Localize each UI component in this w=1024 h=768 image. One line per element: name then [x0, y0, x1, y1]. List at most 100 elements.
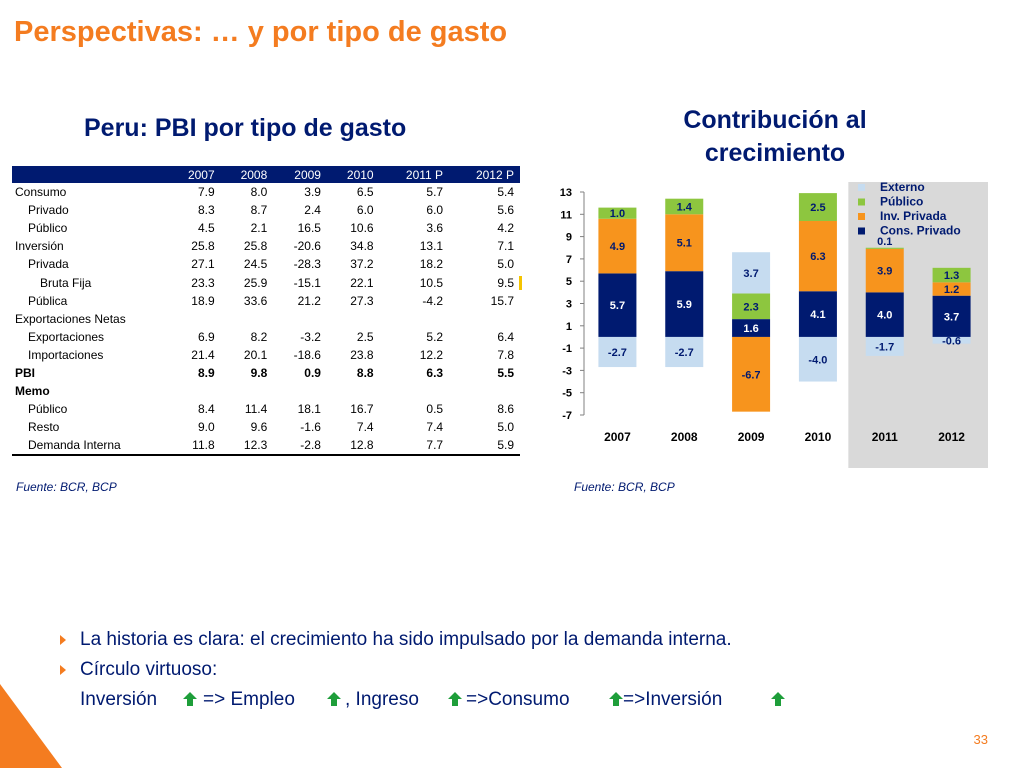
table-cell: 5.0 — [497, 257, 514, 272]
bar-inv-privada — [598, 218, 637, 274]
table-cell: 6.5 — [356, 185, 374, 200]
bar-p-blico — [932, 267, 971, 283]
legend-swatch — [858, 198, 865, 206]
row-label: Público — [28, 221, 68, 236]
up-arrow-icon — [771, 692, 785, 706]
table-cell: 18.2 — [419, 257, 444, 272]
legend-swatch — [858, 227, 865, 235]
table-title: Peru: PBI por tipo de gasto — [84, 114, 407, 142]
table-cell: 7.9 — [197, 185, 215, 200]
table-cell: 3.6 — [426, 221, 444, 236]
y-tick-label: -1 — [562, 343, 572, 355]
y-tick-label: -7 — [562, 410, 572, 422]
row-label: Bruta Fija — [40, 275, 92, 290]
table-cell: -15.1 — [293, 275, 321, 290]
table-cell: 8.9 — [197, 365, 215, 380]
table-row: Importaciones 21.4 20.1 -18.6 23.8 12.2 7.8 — [12, 346, 520, 364]
data-label: 5.9 — [677, 299, 692, 311]
legend-label: Externo — [880, 180, 925, 194]
table-cell: 18.1 — [297, 402, 321, 417]
y-tick-label: -5 — [562, 388, 572, 400]
table-cell: 7.4 — [356, 420, 374, 435]
chart-title: Contribución al crecimiento — [683, 106, 867, 167]
x-tick-label: 2008 — [671, 430, 698, 444]
data-label: -4.0 — [808, 354, 827, 366]
legend-label: Inv. Privada — [880, 209, 947, 223]
bar-cons-privado — [798, 291, 837, 337]
data-label: 1.0 — [610, 208, 625, 220]
table-row: Resto 9.0 9.6 -1.6 7.4 7.4 5.0 — [12, 418, 520, 436]
table-cell: 6.4 — [497, 329, 514, 344]
table-cell: 7.7 — [379, 436, 450, 457]
table-cell: 25.8 — [191, 239, 215, 254]
y-tick-label: 3 — [566, 299, 572, 311]
legend-label: Cons. Privado — [880, 224, 961, 238]
row-label: Demanda Interna — [12, 436, 168, 457]
table-cell: 8.4 — [197, 402, 215, 417]
table-cell: 2.5 — [356, 329, 374, 344]
table-row: Pública 18.9 33.6 21.2 27.3 -4.2 15.7 — [12, 292, 520, 310]
table-header-cell: 2011 P — [379, 166, 450, 183]
table-cell: 3.9 — [304, 185, 321, 200]
data-label: 3.9 — [877, 266, 892, 278]
table-cell: -2.8 — [273, 436, 327, 457]
bar-externo — [598, 336, 637, 368]
table-cell: 16.7 — [350, 402, 374, 417]
data-label: -0.6 — [942, 335, 961, 347]
row-label: Consumo — [15, 185, 67, 200]
y-tick-label: 9 — [566, 232, 572, 244]
data-label: 5.1 — [677, 238, 692, 250]
row-label: Exportaciones Netas — [15, 311, 126, 326]
row-label: Público — [28, 402, 68, 417]
table-row: Exportaciones Netas — [12, 310, 520, 328]
table-cell: 9.6 — [250, 420, 268, 435]
table-cell: 9.8 — [250, 365, 268, 380]
bar-externo — [865, 336, 904, 356]
bar-p-blico — [598, 207, 637, 219]
up-arrow-icon — [609, 692, 623, 706]
y-tick-label: 1 — [566, 321, 572, 333]
table-cell: 23.8 — [350, 347, 374, 362]
data-label: -2.7 — [675, 347, 694, 359]
data-label: 4.9 — [610, 241, 625, 253]
table-cell: 8.7 — [250, 203, 268, 218]
bar-inv-privada — [798, 220, 837, 292]
data-label: 4.1 — [810, 309, 825, 321]
data-label: 2.5 — [810, 202, 825, 214]
table-cell: 4.2 — [497, 221, 514, 236]
table-cell: 0.5 — [426, 402, 444, 417]
data-label: 2.3 — [743, 301, 758, 313]
up-arrow-icon — [448, 692, 462, 706]
yellow-marker — [519, 276, 522, 290]
data-label: 3.7 — [944, 311, 959, 323]
bullet-text: La historia es clara: el crecimiento ha … — [80, 629, 732, 650]
bar-externo — [732, 252, 771, 294]
table-cell: 11.4 — [244, 402, 268, 417]
page-number: 33 — [973, 732, 988, 747]
virtuous-circle-equation: Inversión => Empleo , Ingreso =>Consumo … — [60, 685, 785, 715]
data-label: -6.7 — [742, 369, 761, 381]
table-row: Demanda Interna 11.8 12.3 -2.8 12.8 7.7 5.9 — [12, 436, 520, 457]
table-cell: 7.1 — [497, 239, 514, 254]
table-cell: -28.3 — [293, 257, 321, 272]
chart-source: Fuente: BCR, BCP — [574, 480, 675, 494]
up-arrow-icon — [327, 692, 341, 706]
equation-investment: Inversión — [80, 689, 158, 710]
bar-p-blico — [865, 247, 904, 249]
bar-cons-privado — [598, 273, 637, 337]
row-label: Resto — [28, 420, 60, 435]
bar-inv-privada — [732, 336, 771, 412]
y-tick-label: 13 — [560, 187, 572, 199]
table-cell: 6.0 — [426, 203, 444, 218]
table-cell: 37.2 — [350, 257, 374, 272]
row-label: Memo — [15, 384, 50, 399]
gdp-expenditure-table: 2007 2008 2009 2010 2011 P 2012 P Consum… — [12, 166, 520, 457]
data-label: 1.2 — [944, 284, 959, 296]
table-header-cell: 2008 — [220, 166, 274, 183]
table-cell: 9.5 — [497, 275, 514, 290]
table-row: PBI 8.9 9.8 0.9 8.8 6.3 5.5 — [12, 364, 520, 382]
bar-externo — [665, 336, 704, 368]
table-header-cell: 2007 — [168, 166, 221, 183]
table-cell: 10.5 — [419, 275, 444, 290]
slide-title: Perspectivas: … y por tipo de gasto — [14, 16, 508, 48]
